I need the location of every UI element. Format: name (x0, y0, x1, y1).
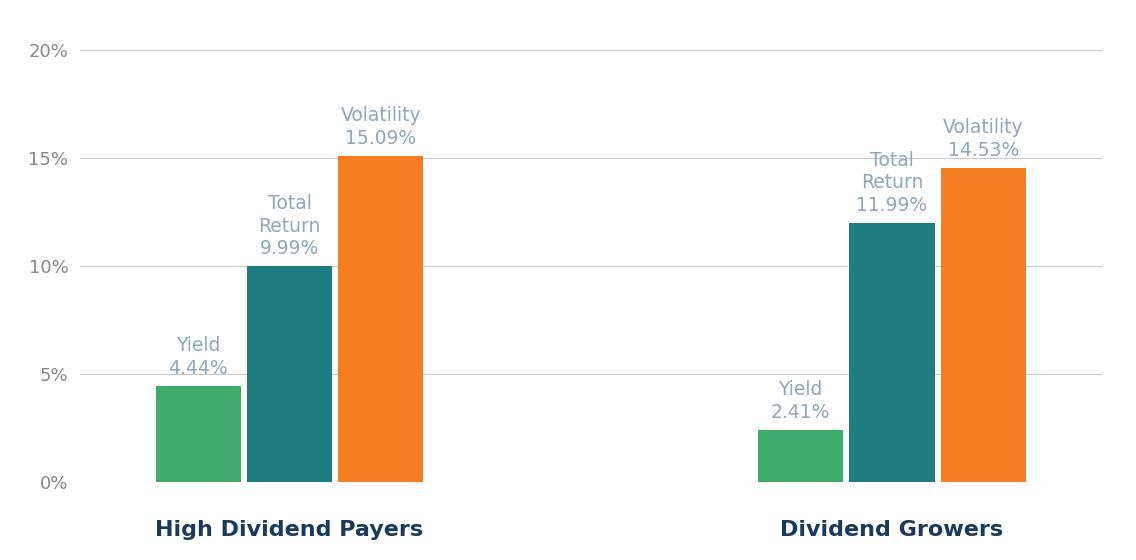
Text: Total
Return
9.99%: Total Return 9.99% (258, 194, 320, 258)
Text: Volatility
14.53%: Volatility 14.53% (943, 119, 1024, 160)
Text: Total
Return
11.99%: Total Return 11.99% (857, 151, 927, 215)
Bar (247, 266, 332, 482)
Bar (339, 156, 424, 482)
Text: High Dividend Payers: High Dividend Payers (156, 520, 424, 540)
Bar (941, 168, 1026, 482)
Bar (850, 223, 935, 482)
Text: Yield
2.41%: Yield 2.41% (771, 380, 830, 422)
Text: Volatility
15.09%: Volatility 15.09% (341, 106, 421, 148)
Bar (758, 430, 843, 482)
Bar (156, 386, 241, 482)
Text: Yield
4.44%: Yield 4.44% (168, 337, 228, 378)
Text: Dividend Growers: Dividend Growers (780, 520, 1003, 540)
